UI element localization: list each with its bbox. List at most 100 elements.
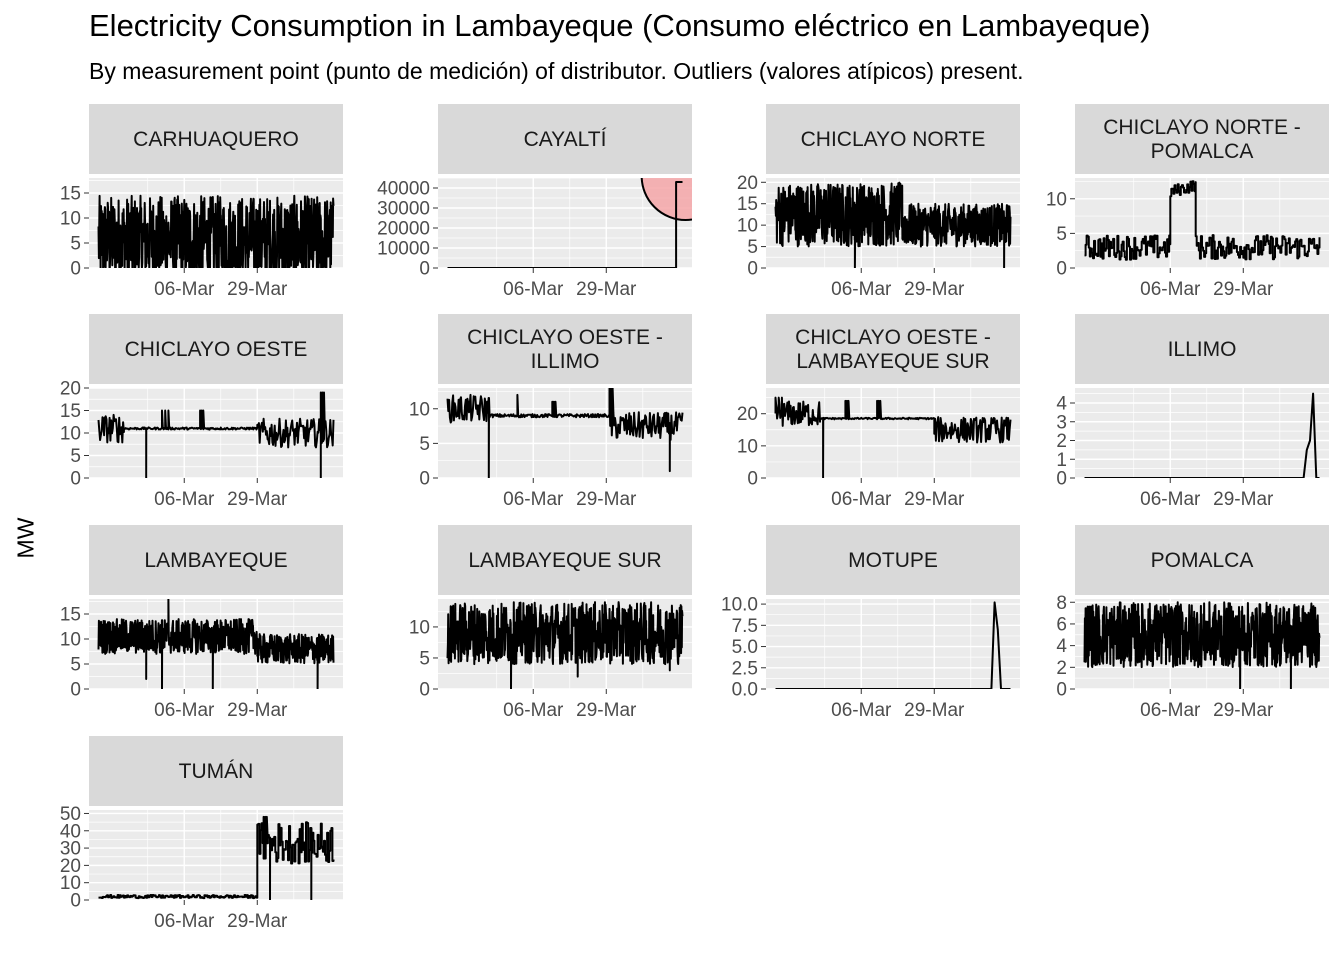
facet-strip	[89, 525, 343, 595]
facet-title: LAMBAYEQUE	[144, 549, 287, 572]
facet-strip	[766, 314, 1020, 384]
y-tick-label: 30	[60, 839, 81, 860]
plot-area	[766, 599, 1020, 689]
series-line	[774, 396, 1012, 478]
y-tick-label: 10	[60, 873, 81, 894]
y-tick-label: 30000	[377, 199, 430, 220]
facet-panel: CHICLAYO NORTE -POMALCA 0 5 10 06-Mar 29-Mar	[1046, 104, 1329, 300]
facet-strip	[1075, 104, 1329, 174]
y-tick-label: 20000	[377, 219, 430, 240]
x-tick-label: 29-Mar	[1213, 279, 1274, 300]
y-tick-label: 10	[737, 436, 758, 457]
plot-area	[89, 810, 343, 900]
y-tick-label: 5.0	[732, 637, 758, 658]
chart-title: Electricity Consumption in Lambayeque (C…	[89, 8, 1151, 43]
facet-title: ILLIMO	[531, 350, 600, 373]
facet-title: CAYALTÍ	[524, 128, 607, 151]
y-tick-label: 5	[70, 234, 81, 255]
facet-strip	[89, 736, 343, 806]
y-tick-label: 6	[1056, 614, 1067, 635]
facet-title: POMALCA	[1151, 140, 1254, 163]
x-tick-label: 06-Mar	[831, 489, 892, 510]
y-tick-label: 0	[70, 259, 81, 280]
series-line	[1084, 180, 1321, 261]
y-tick-label: 10	[1046, 189, 1067, 210]
x-tick-label: 06-Mar	[154, 911, 215, 932]
outlier-highlight	[640, 178, 692, 221]
facet-title: LAMBAYEQUE SUR	[796, 350, 989, 373]
facet-title: CHICLAYO NORTE	[801, 128, 986, 151]
y-tick-label: 10	[60, 424, 81, 445]
facet-panel: LAMBAYEQUE 0 5 10 15 06-Mar 29-Mar	[60, 525, 343, 721]
y-tick-label: 0	[747, 259, 758, 280]
y-tick-label: 15	[60, 401, 81, 422]
facet-title: CHICLAYO OESTE -	[795, 326, 991, 349]
y-tick-label: 0	[1056, 680, 1067, 701]
series-line	[97, 194, 335, 268]
y-tick-label: 0	[747, 469, 758, 490]
facet-title: POMALCA	[1151, 549, 1254, 572]
series-line	[1083, 601, 1321, 689]
x-tick-label: 06-Mar	[831, 700, 892, 721]
y-tick-label: 8	[1056, 593, 1067, 614]
x-tick-label: 06-Mar	[503, 489, 564, 510]
y-tick-label: 0	[70, 680, 81, 701]
x-tick-label: 29-Mar	[1213, 700, 1274, 721]
series-line	[446, 601, 684, 689]
x-tick-label: 06-Mar	[831, 279, 892, 300]
y-tick-label: 10000	[377, 239, 430, 260]
y-tick-label: 50	[60, 804, 81, 825]
facet-title: CHICLAYO OESTE	[125, 338, 308, 361]
x-tick-label: 29-Mar	[904, 700, 965, 721]
facet-strip	[438, 314, 692, 384]
y-tick-label: 0.0	[732, 680, 758, 701]
y-tick-label: 7.5	[732, 616, 758, 637]
facet-title: CARHUAQUERO	[133, 128, 299, 151]
x-tick-label: 29-Mar	[227, 489, 288, 510]
x-tick-label: 06-Mar	[1140, 279, 1201, 300]
plot-area	[1075, 388, 1329, 478]
y-tick-label: 2.5	[732, 658, 758, 679]
x-tick-label: 29-Mar	[227, 700, 288, 721]
facet-title: MOTUPE	[848, 549, 938, 572]
y-tick-label: 10.0	[721, 595, 758, 616]
facet-panel: MOTUPE 0.02.55.07.510.0 06-Mar 29-Mar	[721, 525, 1020, 721]
facet-title: CHICLAYO NORTE -	[1103, 116, 1301, 139]
y-tick-label: 10	[409, 399, 430, 420]
y-tick-label: 15	[60, 184, 81, 205]
y-tick-label: 5	[419, 648, 430, 669]
y-tick-label: 0	[70, 469, 81, 490]
y-tick-label: 2	[1056, 658, 1067, 679]
facet-strip	[1075, 314, 1329, 384]
y-tick-label: 20	[60, 856, 81, 877]
x-tick-label: 29-Mar	[576, 489, 637, 510]
x-tick-label: 06-Mar	[1140, 700, 1201, 721]
series-line	[446, 388, 684, 478]
y-tick-label: 0	[70, 891, 81, 912]
facet-panel: CARHUAQUERO 0 5 10 15 06-Mar 29-Mar	[60, 104, 343, 300]
plot-area	[1075, 178, 1329, 268]
x-tick-label: 29-Mar	[904, 489, 965, 510]
y-tick-label: 20	[60, 379, 81, 400]
series-line	[774, 181, 1012, 268]
series-line	[97, 391, 335, 478]
x-tick-label: 06-Mar	[154, 700, 215, 721]
facet-strip	[1075, 525, 1329, 595]
y-tick-label: 1	[1056, 450, 1067, 471]
y-tick-label: 10	[737, 216, 758, 237]
y-tick-label: 2	[1056, 431, 1067, 452]
facet-panel: CHICLAYO OESTE -LAMBAYEQUE SUR 0 10 20 06-Ma…	[737, 314, 1020, 510]
y-tick-label: 5	[747, 237, 758, 258]
y-tick-label: 20	[737, 173, 758, 194]
y-tick-label: 40	[60, 821, 81, 842]
facet-title: ILLIMO	[1168, 338, 1237, 361]
y-tick-label: 20	[737, 404, 758, 425]
facet-strip	[438, 525, 692, 595]
